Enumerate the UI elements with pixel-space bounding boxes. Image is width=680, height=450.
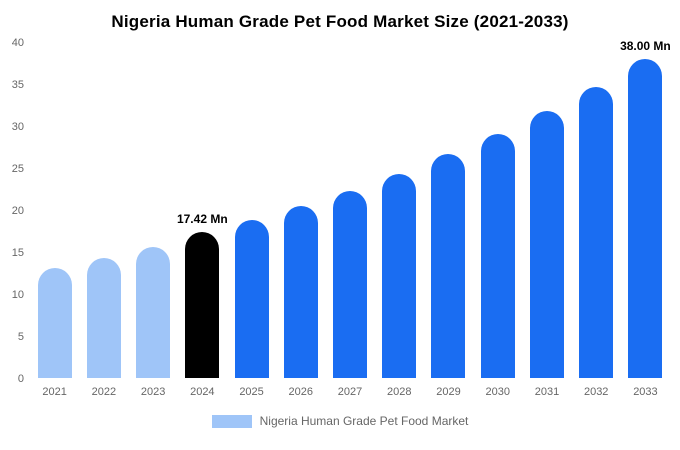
y-axis: 0 5 10 15 20 25 30 35 40: [4, 37, 30, 385]
bar-column-2025: 2025: [227, 42, 276, 398]
x-tick-label: 2023: [140, 386, 166, 398]
bar-column-2029: 2029: [424, 42, 473, 398]
bar-column-2033: 38.00 Mn 2033: [620, 38, 671, 398]
y-tick-label: 35: [11, 79, 24, 91]
y-tick-label: 15: [11, 247, 24, 259]
bar-value-label: 17.42 Mn: [176, 211, 228, 226]
bar-column-2023: 2023: [128, 42, 177, 398]
legend-label: Nigeria Human Grade Pet Food Market: [259, 414, 469, 428]
legend: Nigeria Human Grade Pet Food Market: [0, 414, 680, 428]
x-tick-label: 2022: [91, 386, 117, 398]
plot-area: 2021 2022 2023 17.42 Mn 2024 2025 2026 2027 2028…: [30, 38, 671, 398]
bar-2025: [234, 220, 269, 378]
y-tick-label: 30: [11, 121, 24, 133]
x-tick-label: 2028: [387, 386, 412, 398]
bar-2022: [86, 257, 121, 378]
y-tick-label: 5: [17, 331, 24, 343]
bar-2024: [185, 231, 220, 378]
y-tick-label: 20: [11, 205, 24, 217]
bar-2031: [529, 110, 564, 378]
x-tick-label: 2027: [337, 386, 363, 398]
bar-2021: [37, 267, 72, 378]
bar-2032: [579, 86, 614, 378]
x-tick-label: 2031: [534, 386, 560, 398]
bar-column-2028: 2028: [375, 42, 424, 398]
y-tick-label: 25: [11, 163, 24, 175]
y-tick-label: 0: [17, 373, 24, 385]
x-tick-label: 2024: [190, 386, 215, 398]
y-tick-label: 40: [11, 37, 24, 49]
x-tick-label: 2032: [583, 386, 609, 398]
bar-column-2030: 2030: [473, 42, 522, 398]
x-tick-label: 2021: [42, 386, 67, 398]
bar-column-2022: 2022: [79, 42, 128, 398]
bar-2027: [333, 190, 368, 378]
bar-column-2024: 17.42 Mn 2024: [176, 42, 228, 398]
bar-2029: [431, 153, 466, 378]
legend-swatch: [211, 414, 252, 428]
x-tick-label: 2030: [485, 386, 510, 398]
x-tick-label: 2026: [288, 386, 314, 398]
bar-column-2021: 2021: [30, 42, 79, 398]
chart-area: 0 5 10 15 20 25 30 35 40 2021 2022 2023 17.42 Mn 202…: [0, 37, 680, 398]
y-tick-label: 10: [11, 289, 24, 301]
x-tick-label: 2033: [633, 386, 658, 398]
bar-2033: [628, 58, 663, 378]
bar-value-label: 38.00 Mn: [620, 38, 671, 53]
bar-2023: [136, 246, 171, 378]
bar-column-2031: 2031: [522, 42, 571, 398]
bar-column-2032: 2032: [572, 42, 621, 398]
bar-2030: [480, 133, 515, 378]
chart-title: Nigeria Human Grade Pet Food Market Size…: [111, 12, 569, 31]
bar-column-2027: 2027: [325, 42, 374, 398]
bar-2026: [283, 205, 318, 378]
bar-2028: [382, 173, 417, 378]
x-tick-label: 2029: [436, 386, 461, 398]
bar-column-2026: 2026: [276, 42, 325, 398]
x-tick-label: 2025: [239, 386, 264, 398]
